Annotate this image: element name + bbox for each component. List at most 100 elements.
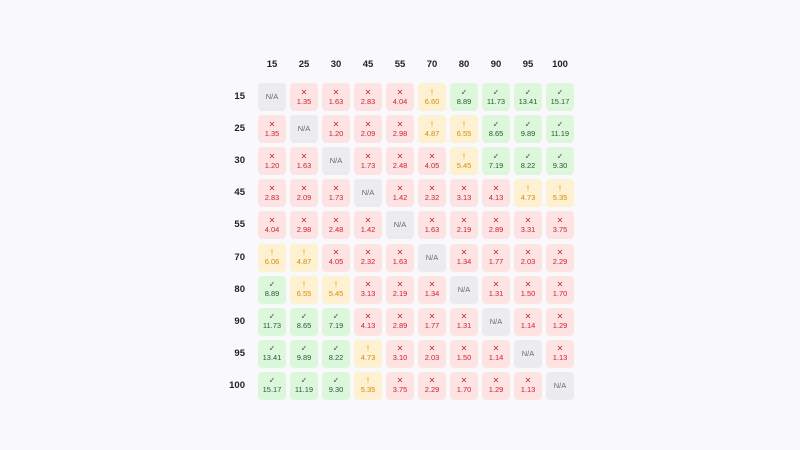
status-icon: ✓ [268, 312, 276, 322]
matrix-cell: ✕ 1.77 [482, 243, 510, 272]
cell-value: 8.89 [456, 96, 472, 106]
status-icon: ✓ [492, 151, 500, 161]
cell-value: 15.17 [550, 96, 570, 106]
cell-value: 2.32 [360, 257, 376, 266]
cell-value: 1.20 [328, 128, 344, 138]
status-icon: ! [526, 183, 530, 193]
status-icon: ✕ [364, 215, 372, 225]
status-icon: ! [430, 87, 434, 97]
status-icon: ✕ [332, 183, 340, 193]
status-icon: ! [302, 280, 306, 290]
cell-value: 5.35 [552, 192, 568, 202]
row-header: 45 [234, 187, 245, 199]
status-icon: ! [366, 376, 370, 386]
cell-value: 6.55 [456, 128, 472, 138]
cell-value: 2.09 [296, 192, 312, 202]
status-icon: ✕ [492, 183, 500, 193]
status-icon: ✕ [332, 248, 340, 257]
cell-value: 1.35 [264, 128, 280, 138]
cell-value: 1.50 [520, 289, 536, 299]
cell-value: 1.31 [488, 289, 504, 299]
cell-value: 4.13 [488, 192, 504, 202]
matrix-cell: ✓ 11.19 [546, 115, 574, 144]
status-icon: ! [334, 280, 338, 290]
matrix-cell: ✕ 3.75 [546, 211, 574, 240]
cell-value: 1.34 [424, 289, 440, 299]
cell-value: 2.83 [360, 96, 376, 106]
matrix-cell: ✕ 4.04 [258, 211, 286, 240]
column-header: 90 [490, 59, 502, 70]
cell-value: 8.22 [328, 353, 344, 363]
status-icon: ✕ [396, 87, 404, 97]
matrix-cell: ✓ 8.22 [514, 147, 542, 176]
matrix-cell: ✓ 11.73 [258, 307, 286, 336]
status-icon: ✕ [556, 312, 564, 322]
cell-value: N/A [265, 92, 279, 101]
status-icon: ✓ [556, 151, 564, 161]
row-header: 70 [234, 251, 245, 263]
matrix-cell: ! 6.55 [290, 275, 318, 304]
matrix-cell: ✕ 2.89 [386, 307, 414, 336]
status-icon: ✕ [396, 344, 404, 354]
status-icon: ! [430, 119, 434, 129]
matrix-cell: ✕ 2.19 [450, 211, 478, 240]
status-icon: ✕ [268, 119, 276, 129]
matrix-cell: ✕ 3.13 [450, 179, 478, 208]
matrix-cell: ✕ 1.77 [418, 307, 446, 336]
cell-value: 1.14 [488, 353, 504, 363]
status-icon: ✕ [524, 312, 532, 322]
status-icon: ✓ [332, 312, 340, 322]
matrix-cell: ✕ 2.32 [354, 243, 382, 272]
cell-value: 1.42 [392, 192, 408, 202]
matrix-cell: ✕ 3.10 [386, 339, 414, 368]
cell-value: 1.70 [456, 385, 472, 395]
matrix-cell: ✕ 2.83 [258, 179, 286, 208]
cell-value: 6.06 [264, 257, 280, 266]
matrix-cell: ✕ 4.13 [482, 179, 510, 208]
matrix-cell: ✕ 2.32 [418, 179, 446, 208]
matrix-cell: ✓ 8.22 [322, 339, 350, 368]
matrix-cell: ✓ 8.89 [258, 275, 286, 304]
cell-value: 3.75 [552, 224, 568, 234]
matrix-cell: ! 6.55 [450, 115, 478, 144]
cell-value: 1.77 [424, 321, 440, 331]
status-icon: ✕ [300, 215, 308, 225]
status-icon: ✕ [460, 376, 468, 386]
matrix-cell: ✕ 2.83 [354, 83, 382, 111]
cell-value: 5.45 [456, 160, 472, 170]
cell-value: 1.31 [456, 321, 472, 331]
matrix-cell: ✓ 15.17 [546, 83, 574, 111]
matrix-cell: ✕ 2.03 [514, 243, 542, 272]
status-icon: ✕ [364, 248, 372, 257]
matrix-cell: ✓ 9.89 [290, 339, 318, 368]
cell-value: 1.35 [296, 96, 312, 106]
cell-value: 4.04 [392, 96, 408, 106]
status-icon: ✕ [492, 376, 500, 386]
matrix-cell: ✓ 13.41 [514, 83, 542, 111]
cell-value: 1.63 [296, 160, 312, 170]
cell-value: 2.09 [360, 128, 376, 138]
status-icon: ✕ [396, 151, 404, 161]
cell-value: 2.48 [328, 224, 344, 234]
status-icon: ✕ [364, 280, 372, 290]
matrix-cell: ✕ 4.05 [418, 147, 446, 176]
status-icon: ✕ [268, 215, 276, 225]
status-icon: ! [462, 119, 466, 129]
matrix-cell: ! 5.35 [546, 179, 574, 208]
cell-value: 2.98 [296, 224, 312, 234]
matrix-cell: N/A [482, 307, 510, 336]
matrix-cell: ✓ 7.19 [482, 147, 510, 176]
cell-value: 1.20 [264, 160, 280, 170]
cell-value: 2.32 [424, 192, 440, 202]
row-header: 100 [229, 379, 245, 391]
cell-value: N/A [361, 188, 375, 198]
status-icon: ✕ [300, 151, 308, 161]
cell-value: 2.29 [552, 257, 568, 266]
matrix-cell: ! 5.45 [322, 275, 350, 304]
row-header: 90 [234, 315, 245, 327]
status-icon: ✕ [428, 312, 436, 322]
status-icon: ✓ [332, 376, 340, 386]
status-icon: ! [366, 344, 370, 354]
status-icon: ✕ [332, 87, 340, 97]
cell-value: 11.19 [550, 128, 570, 138]
